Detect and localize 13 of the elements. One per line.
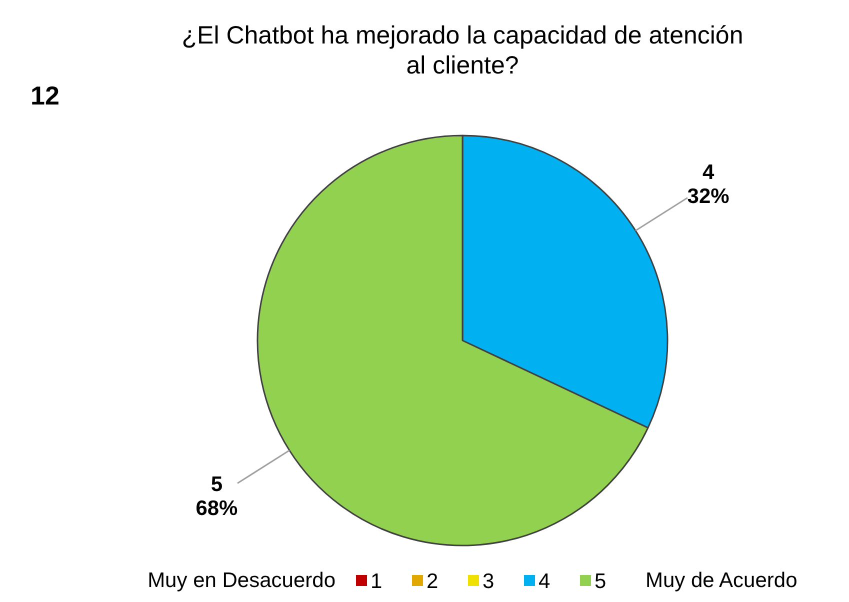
legend-label: 4 [538, 570, 550, 593]
legend-label: 5 [594, 570, 606, 593]
text: Muy de Acuerdo [646, 569, 798, 592]
data-label: 68% [196, 496, 238, 520]
data-label: 32% [687, 185, 730, 208]
text: Muy en Desacuerdo [148, 569, 336, 592]
chart-title: ¿El Chatbot ha mejorado la capacidad de atención al cliente? [182, 22, 744, 80]
text: 12 [30, 80, 60, 110]
slice-label: 4 [702, 161, 714, 184]
slice-label: 5 [210, 472, 223, 496]
legend-label: 3 [482, 570, 494, 593]
legend-label: 1 [370, 570, 382, 593]
legend-label: 2 [426, 570, 438, 593]
